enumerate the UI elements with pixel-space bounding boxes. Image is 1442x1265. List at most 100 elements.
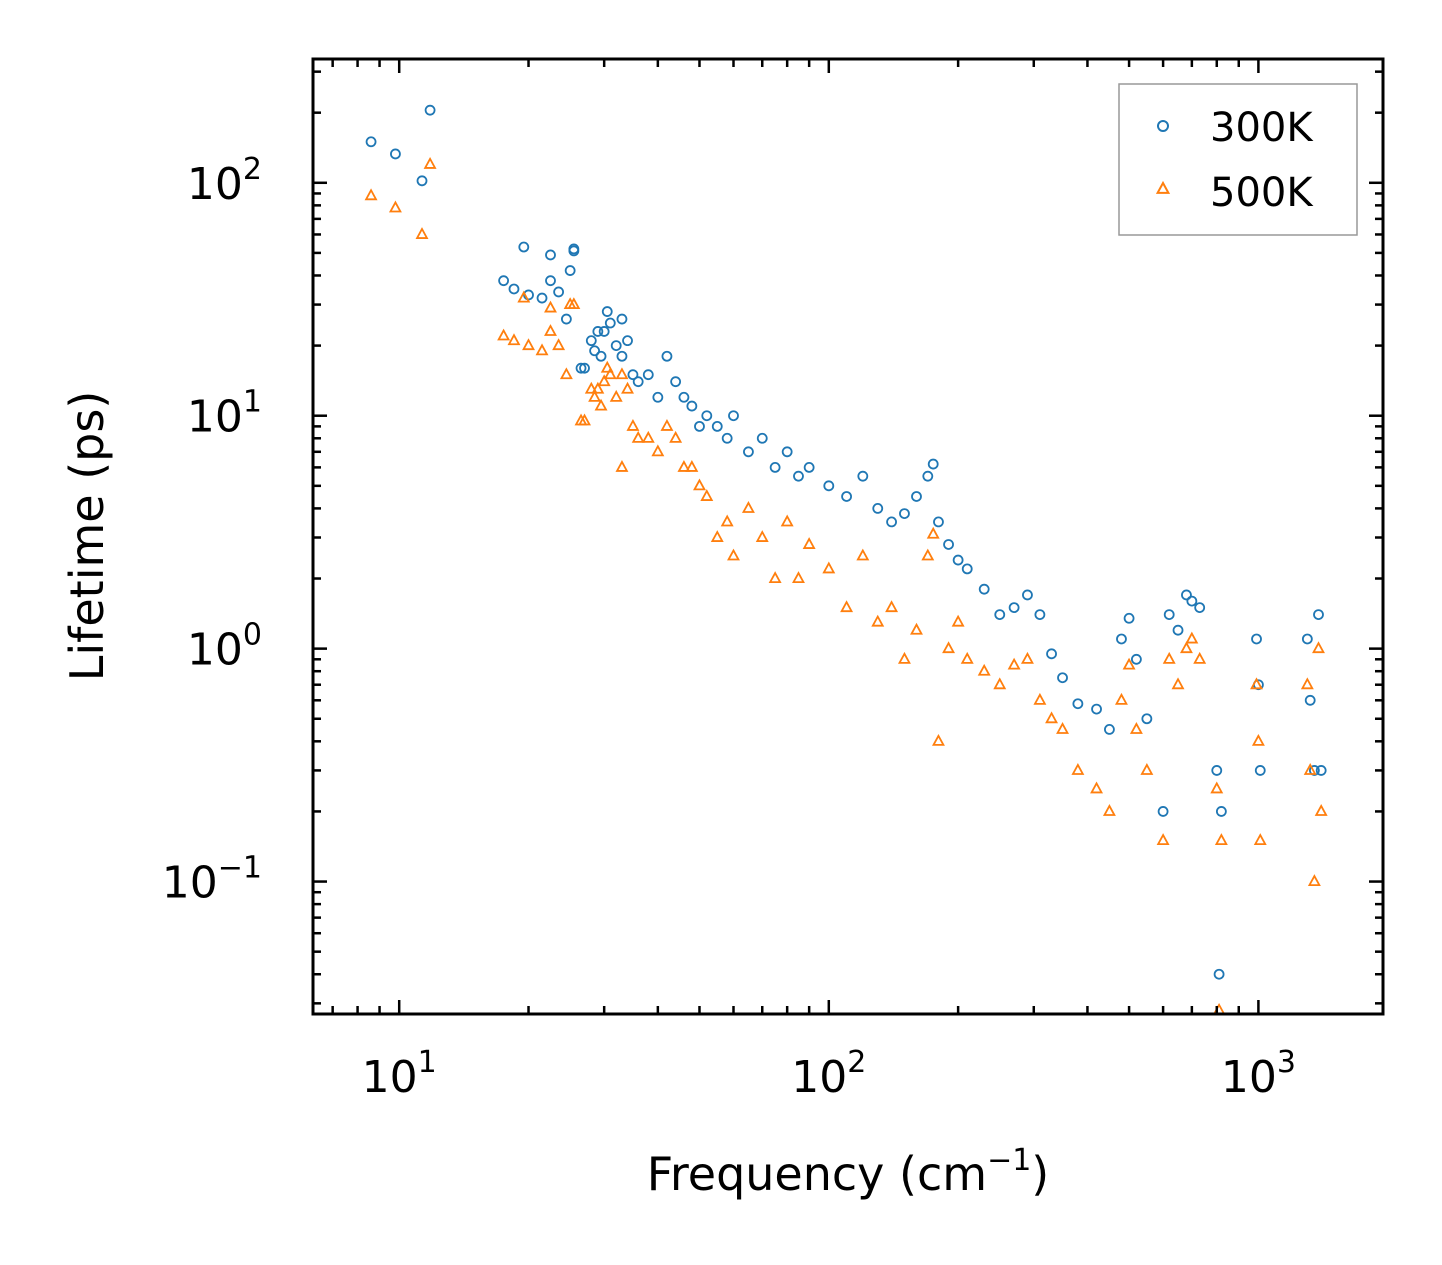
data-point xyxy=(911,491,922,502)
data-point xyxy=(1045,711,1059,724)
data-point xyxy=(552,338,566,351)
data-point xyxy=(993,677,1007,690)
data-point xyxy=(840,600,854,613)
data-point xyxy=(604,317,616,329)
data-point xyxy=(560,313,572,325)
x-axis-label: Frequency (cm−1) xyxy=(647,1143,1050,1201)
data-point xyxy=(1057,672,1068,684)
data-point xyxy=(601,306,613,317)
data-point xyxy=(755,530,769,542)
data-point xyxy=(544,300,557,313)
series-300k xyxy=(365,104,1327,980)
data-point xyxy=(559,367,573,380)
data-point xyxy=(522,338,535,351)
data-point xyxy=(1056,722,1069,734)
data-point xyxy=(781,446,793,458)
data-point xyxy=(1254,765,1266,776)
data-point xyxy=(498,275,510,287)
data-point xyxy=(591,381,605,394)
x-tick-label: 102 xyxy=(791,1045,866,1103)
data-point xyxy=(1251,633,1262,645)
data-point xyxy=(1104,724,1115,735)
data-point xyxy=(822,561,836,574)
data-point xyxy=(768,571,782,583)
data-point xyxy=(1213,968,1225,980)
data-point xyxy=(1007,657,1021,670)
data-point xyxy=(424,104,436,116)
data-point xyxy=(720,514,734,527)
data-point xyxy=(416,175,428,187)
data-point xyxy=(535,343,549,356)
data-point xyxy=(669,430,683,443)
data-point xyxy=(721,432,733,444)
data-point xyxy=(1020,651,1034,664)
data-point xyxy=(1210,781,1224,794)
data-point xyxy=(932,733,945,746)
data-point xyxy=(603,367,617,380)
data-point xyxy=(1193,651,1207,664)
data-point xyxy=(802,537,816,549)
y-axis-label: Lifetime (ps) xyxy=(60,391,114,682)
x-tick-label: 101 xyxy=(362,1045,437,1103)
data-point xyxy=(1102,804,1116,816)
data-point xyxy=(700,489,714,501)
data-point xyxy=(1163,609,1175,620)
y-tick-label: 10−1 xyxy=(162,851,262,909)
data-point xyxy=(660,418,674,431)
data-point xyxy=(942,641,956,654)
data-point xyxy=(553,286,565,298)
data-point xyxy=(545,275,556,287)
data-point xyxy=(1215,806,1227,817)
legend-label-500k: 500K xyxy=(1210,170,1314,216)
data-point xyxy=(1114,692,1128,705)
data-point xyxy=(678,391,690,403)
data-point xyxy=(564,265,576,276)
data-point xyxy=(910,622,923,635)
y-tick-label: 102 xyxy=(187,152,262,210)
data-point xyxy=(544,324,557,336)
data-point xyxy=(507,333,521,346)
data-point xyxy=(626,418,640,431)
data-point xyxy=(897,651,911,664)
data-point xyxy=(1253,833,1267,846)
data-point xyxy=(756,432,768,444)
data-point xyxy=(1072,698,1084,710)
data-point xyxy=(584,381,598,394)
data-point xyxy=(518,241,530,253)
data-point xyxy=(922,470,934,482)
data-point xyxy=(609,389,623,402)
data-point xyxy=(652,391,664,403)
data-point xyxy=(545,249,556,261)
y-tick-label: 100 xyxy=(187,618,262,676)
data-point xyxy=(871,614,885,627)
data-point xyxy=(631,430,645,443)
data-point xyxy=(1022,589,1033,601)
data-point xyxy=(1185,631,1199,644)
data-point xyxy=(1046,648,1057,660)
data-point xyxy=(423,156,437,169)
data-point xyxy=(1312,641,1325,654)
data-point xyxy=(594,398,608,411)
data-point xyxy=(589,345,601,357)
data-point xyxy=(1315,765,1327,776)
data-point xyxy=(595,350,607,362)
data-point xyxy=(1141,713,1153,725)
data-point xyxy=(579,362,590,374)
data-point xyxy=(615,367,629,380)
data-point xyxy=(711,420,723,432)
data-point xyxy=(1313,609,1324,620)
data-point xyxy=(952,554,964,566)
data-point xyxy=(585,335,597,347)
data-point xyxy=(872,503,884,514)
data-point xyxy=(588,389,602,402)
legend-box xyxy=(1118,83,1358,236)
data-point xyxy=(1129,722,1143,734)
data-point xyxy=(1300,677,1314,690)
data-point xyxy=(857,470,869,482)
data-point xyxy=(1171,677,1185,690)
legend-marker-500k xyxy=(1155,180,1171,194)
data-point xyxy=(841,491,852,502)
data-point xyxy=(769,461,781,473)
data-point xyxy=(1122,657,1136,670)
data-point xyxy=(728,410,739,422)
